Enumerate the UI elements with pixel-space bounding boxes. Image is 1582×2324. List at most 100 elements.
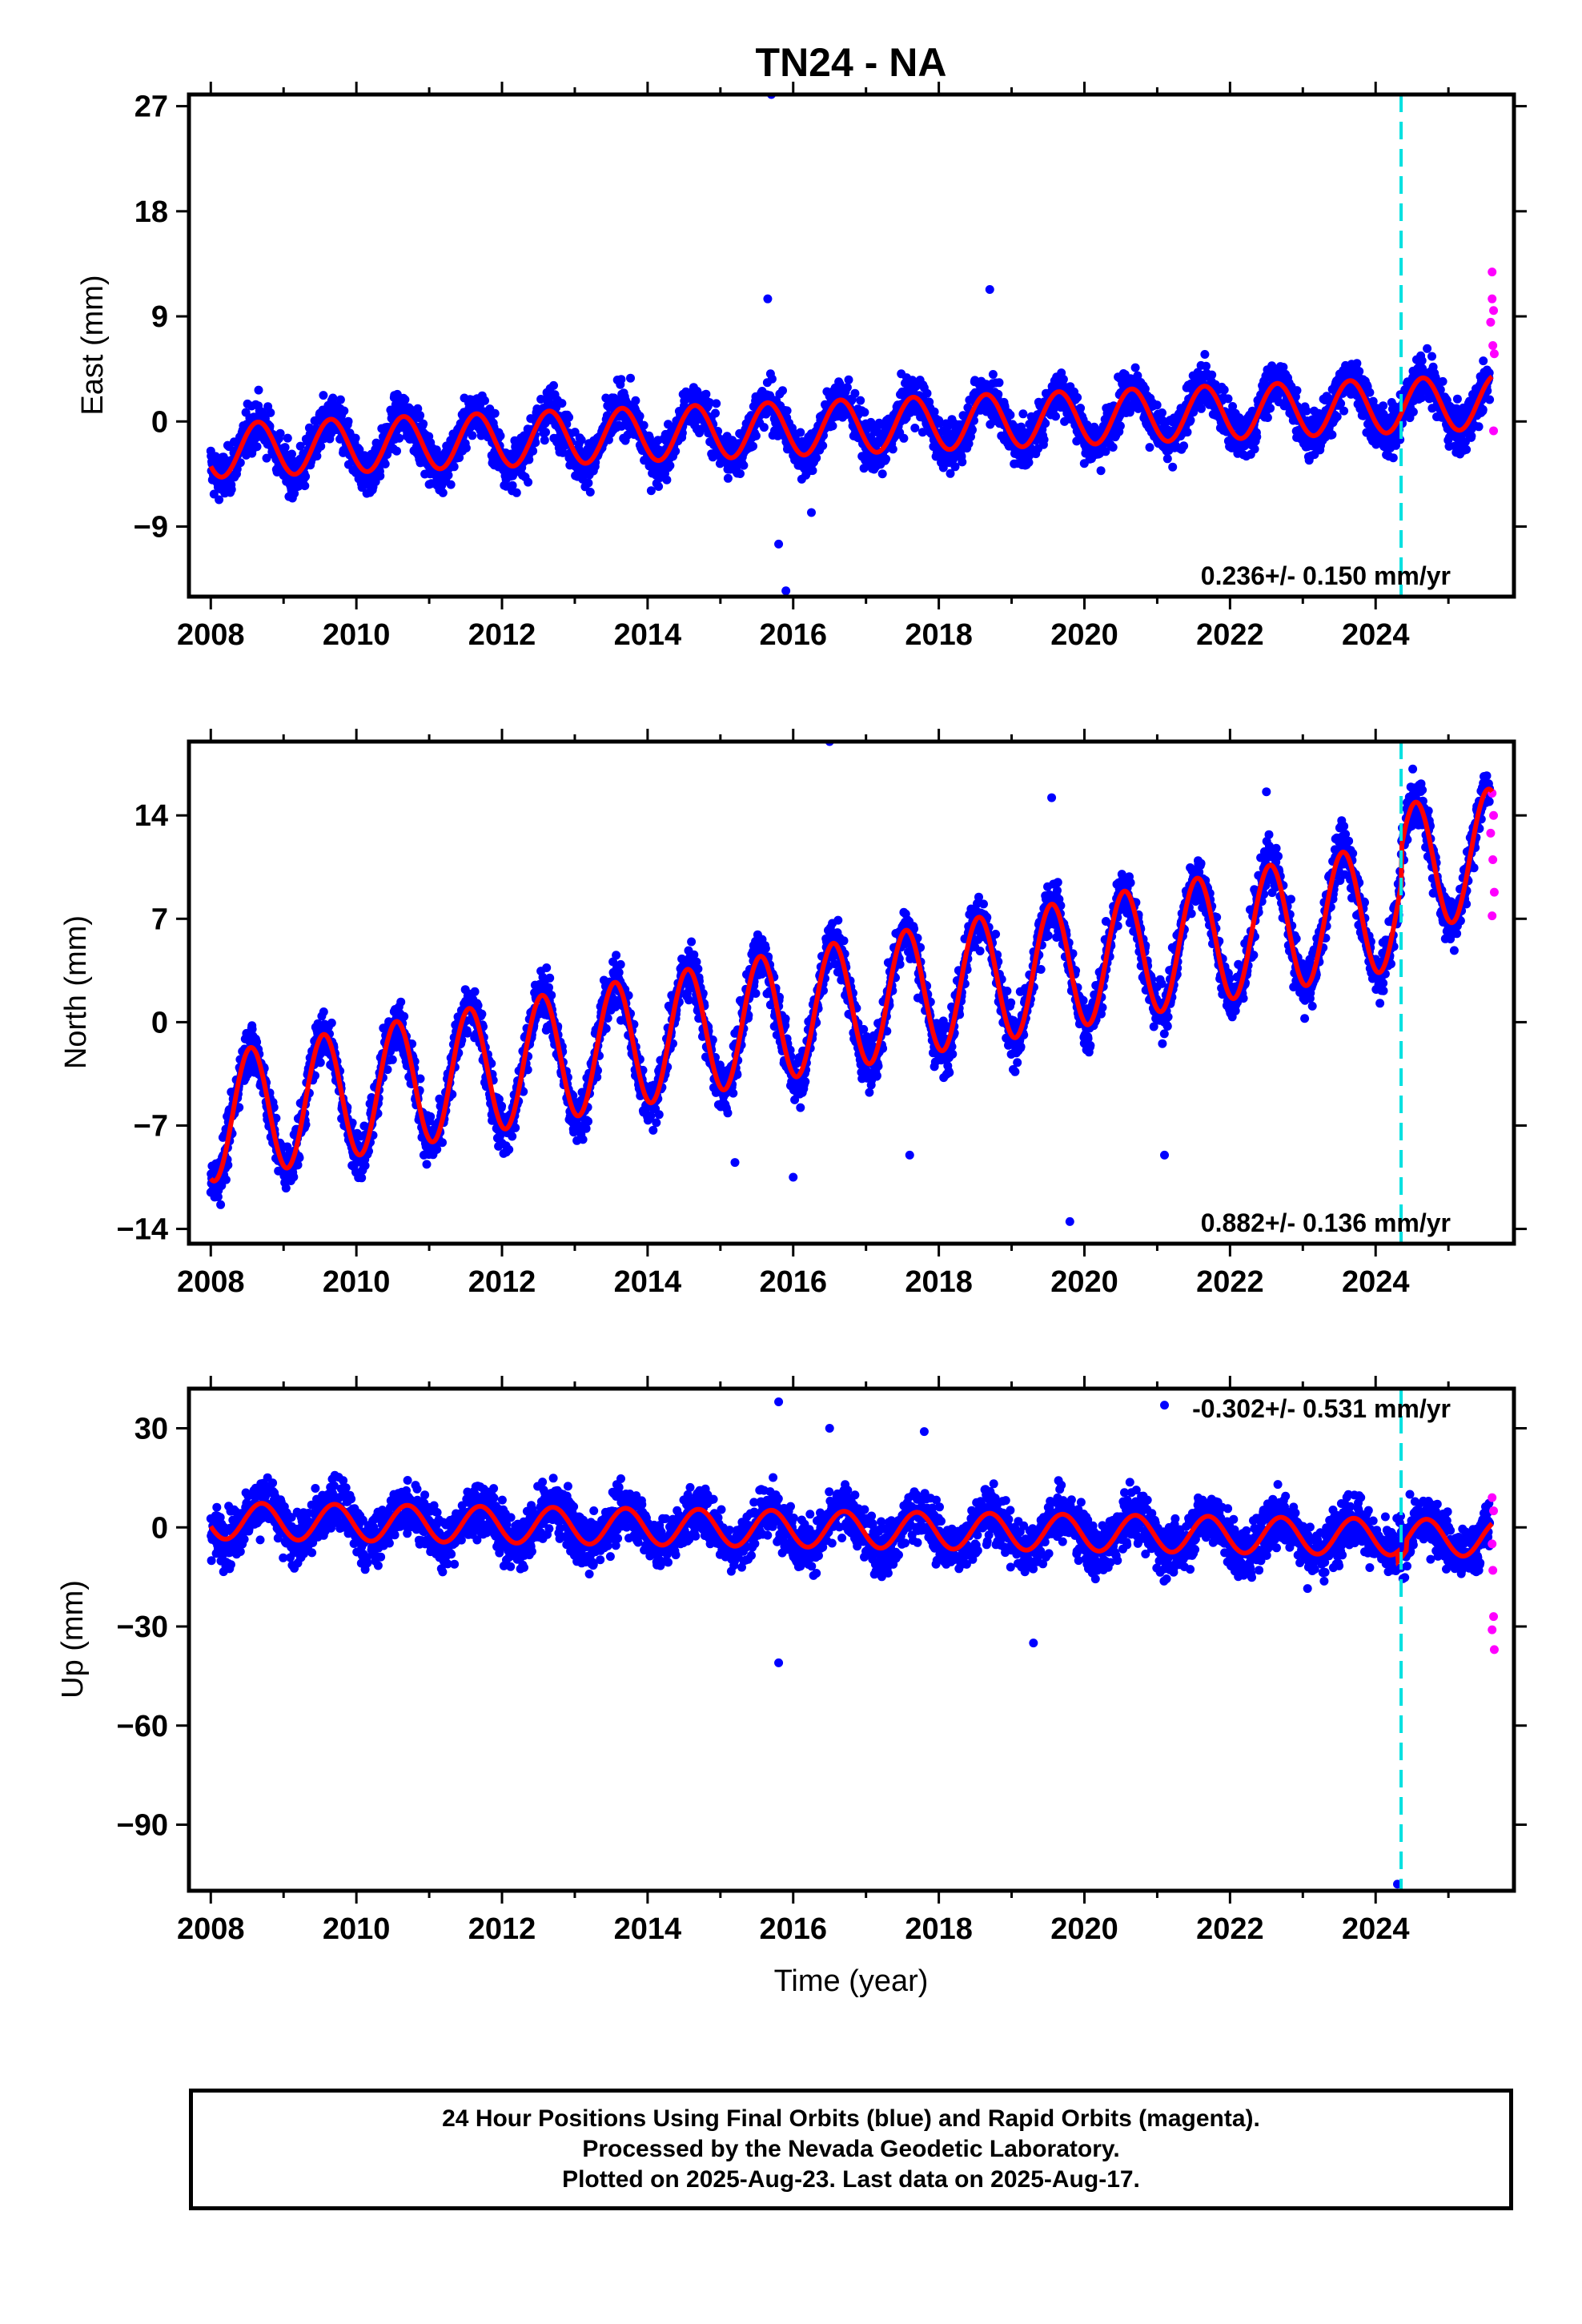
north-data-point	[252, 1037, 262, 1047]
east-data-point	[866, 417, 876, 427]
north-data-point	[216, 1200, 226, 1209]
east-final-orbit-points	[206, 94, 1495, 596]
east-data-point	[312, 452, 322, 460]
east-outlier-point	[781, 586, 791, 596]
east-data-point	[968, 425, 977, 435]
east-data-point	[335, 395, 345, 404]
east-data-point	[749, 441, 757, 451]
east-data-point	[301, 472, 311, 481]
east-rapid-orbit-points	[1486, 267, 1499, 436]
east-data-point	[1130, 363, 1140, 372]
east-data-point	[1462, 444, 1472, 454]
east-data-point	[1250, 444, 1259, 454]
east-data-point	[524, 477, 533, 487]
east-data-point	[767, 374, 777, 384]
east-data-point	[416, 411, 425, 420]
east-data-point	[235, 458, 245, 468]
east-data-point	[1207, 370, 1217, 380]
east-data-point	[604, 435, 613, 444]
east-data-point	[639, 420, 648, 430]
east-data-point	[626, 373, 635, 383]
east-data-point	[380, 459, 390, 468]
east-data-point	[549, 380, 558, 390]
east-data-point	[782, 406, 792, 416]
east-data-point	[646, 486, 656, 496]
east-data-point	[812, 453, 821, 463]
east-data-point	[736, 469, 745, 478]
east-data-point	[711, 408, 720, 418]
east-data-point	[392, 446, 401, 456]
east-data-point	[888, 444, 897, 454]
east-data-point	[930, 407, 939, 416]
east-data-point	[432, 445, 441, 455]
east-xtick-label: 2022	[1196, 618, 1264, 652]
east-axis-label: East (mm)	[76, 275, 110, 415]
east-data-point	[1152, 400, 1162, 410]
north-data-point	[315, 1058, 325, 1068]
east-data-point	[946, 468, 955, 478]
east-data-point	[254, 385, 263, 395]
east-data-point	[1200, 350, 1210, 359]
east-data-point	[808, 466, 817, 476]
east-data-point	[708, 452, 717, 462]
east-data-point	[1479, 356, 1488, 366]
east-data-point	[935, 419, 944, 428]
north-data-point	[357, 1173, 367, 1183]
east-data-point	[438, 488, 448, 497]
east-rapid-point	[1489, 349, 1499, 359]
east-data-point	[480, 396, 489, 405]
east-data-point	[1388, 453, 1398, 463]
east-data-point	[300, 481, 310, 491]
east-plot-area	[206, 94, 1499, 597]
east-data-point	[664, 420, 673, 429]
east-data-point	[1108, 443, 1118, 452]
north-data-point	[438, 1138, 447, 1148]
east-data-point	[759, 423, 769, 432]
east-data-point	[922, 388, 932, 398]
time-series-plots: TN24 - NA East (mm) 0.236+/- 0.150 mm/yr…	[56, 40, 1527, 1998]
east-data-point	[994, 378, 1004, 388]
east-data-point	[654, 482, 664, 491]
east-data-point	[835, 380, 845, 389]
east-data-point	[1263, 413, 1272, 422]
east-data-point	[262, 453, 271, 463]
east-rapid-point	[1486, 317, 1496, 327]
east-data-point	[1018, 409, 1028, 419]
east-rapid-point	[1488, 294, 1497, 304]
east-data-point	[343, 416, 353, 426]
east-data-point	[400, 395, 410, 404]
east-data-point	[881, 454, 891, 464]
east-data-point	[215, 495, 224, 505]
east-data-point	[665, 460, 675, 470]
east-data-point	[339, 406, 349, 416]
east-data-point	[1485, 395, 1495, 404]
east-data-point	[1223, 394, 1233, 404]
east-data-point	[988, 370, 998, 379]
east-data-point	[413, 404, 423, 413]
east-data-point	[1355, 367, 1364, 376]
east-data-point	[1162, 454, 1172, 464]
east-data-point	[818, 441, 828, 450]
east-data-point	[1478, 405, 1488, 414]
east-data-point	[355, 445, 364, 454]
east-data-point	[1365, 388, 1375, 397]
east-data-point	[1006, 410, 1015, 420]
north-data-point	[400, 1011, 409, 1021]
east-data-point	[280, 443, 290, 452]
north-data-point	[470, 987, 480, 996]
east-data-point	[419, 419, 428, 428]
east-ytick-label: −9	[134, 511, 168, 545]
east-data-point	[1417, 356, 1427, 365]
east-rate-label: 0.236+/- 0.150 mm/yr	[1201, 561, 1451, 590]
east-data-point	[446, 480, 456, 489]
east-xtick-label: 2024	[1342, 618, 1410, 652]
east-data-point	[910, 424, 920, 432]
east-data-point	[252, 442, 262, 452]
east-data-point	[1073, 392, 1082, 402]
north-data-point	[422, 1160, 432, 1169]
east-data-point	[541, 428, 550, 437]
east-ytick-label: 27	[135, 90, 168, 124]
east-data-point	[283, 433, 292, 443]
east-data-point	[1168, 462, 1178, 472]
east-data-point	[528, 446, 538, 456]
